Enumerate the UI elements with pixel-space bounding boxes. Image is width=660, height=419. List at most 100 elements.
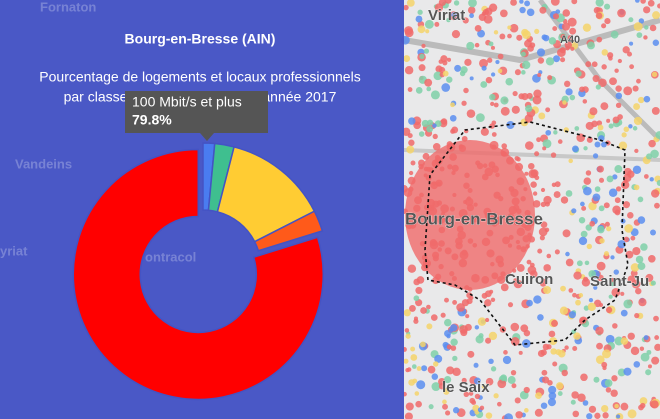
map-dot bbox=[408, 117, 416, 125]
map-dot bbox=[628, 17, 634, 23]
map-dot bbox=[633, 22, 643, 32]
map-dot bbox=[635, 287, 642, 295]
map-dot bbox=[557, 349, 566, 358]
map-dot bbox=[409, 304, 416, 312]
map-dot bbox=[623, 299, 633, 309]
map-dot bbox=[452, 299, 458, 305]
map-dot bbox=[466, 41, 475, 51]
map-dot bbox=[418, 131, 425, 137]
map-dot bbox=[582, 23, 592, 32]
map-dot bbox=[515, 411, 523, 419]
map-dot bbox=[415, 87, 423, 94]
map-label: Vandeins bbox=[15, 156, 72, 171]
map-dot bbox=[544, 227, 550, 233]
map-dot bbox=[514, 397, 521, 404]
map-dot bbox=[503, 350, 508, 355]
map-dot bbox=[634, 148, 639, 153]
map-dot bbox=[414, 391, 420, 396]
map-dot bbox=[586, 413, 593, 419]
map-dot bbox=[479, 58, 488, 68]
map-dot bbox=[491, 72, 496, 77]
map-dot bbox=[640, 402, 646, 409]
map-dot bbox=[614, 197, 621, 204]
map-dot bbox=[451, 126, 459, 134]
map-dot bbox=[534, 151, 540, 157]
map-dot bbox=[454, 64, 462, 72]
map-dot bbox=[521, 93, 529, 101]
map-dot bbox=[574, 126, 580, 131]
map-label: ontracol bbox=[145, 249, 196, 264]
map-dot bbox=[488, 358, 494, 365]
map-dot bbox=[548, 391, 557, 400]
map-dot bbox=[540, 221, 548, 229]
map-dot bbox=[442, 60, 448, 66]
map-dot bbox=[615, 102, 622, 109]
map-dot bbox=[564, 345, 569, 350]
map-dot bbox=[411, 364, 417, 369]
map-dot bbox=[431, 373, 439, 380]
map-dot bbox=[593, 376, 600, 383]
map-dot bbox=[529, 42, 536, 49]
map-dot bbox=[434, 21, 440, 27]
map-dot bbox=[478, 333, 484, 339]
map-dot bbox=[539, 280, 547, 287]
map-dot bbox=[468, 391, 474, 396]
map-dot bbox=[627, 409, 637, 419]
map-dot bbox=[430, 314, 438, 321]
map-dot bbox=[490, 45, 496, 50]
map-dot bbox=[576, 260, 583, 267]
map-dot bbox=[585, 170, 592, 176]
map-dot bbox=[444, 387, 450, 393]
tooltip: 100 Mbit/s et plus 79.8% bbox=[125, 91, 268, 141]
map-dot bbox=[617, 8, 626, 18]
map-dot bbox=[507, 25, 512, 30]
map-dot bbox=[406, 367, 412, 372]
map-dot bbox=[514, 69, 521, 76]
map-dot bbox=[518, 350, 523, 355]
map-dot bbox=[626, 51, 633, 57]
map-dot bbox=[605, 387, 612, 393]
map-dot bbox=[456, 303, 465, 312]
map-dot bbox=[540, 402, 548, 409]
map-dot bbox=[453, 0, 460, 6]
map-dot bbox=[594, 186, 601, 192]
map-dot bbox=[485, 337, 492, 344]
map-dot bbox=[583, 186, 592, 196]
map-dot bbox=[638, 18, 645, 24]
map-dot bbox=[585, 61, 592, 68]
map-dot bbox=[542, 343, 550, 351]
map-dot bbox=[628, 124, 633, 129]
map-dot bbox=[502, 355, 512, 365]
map-dot bbox=[596, 342, 603, 350]
map-dot bbox=[442, 399, 447, 405]
map-dot bbox=[478, 13, 487, 22]
map-dot bbox=[552, 13, 560, 20]
map-dot bbox=[500, 283, 509, 292]
map-dot bbox=[647, 0, 655, 7]
map-dot bbox=[583, 177, 592, 185]
map-dot bbox=[584, 260, 590, 266]
map-dot bbox=[596, 120, 603, 126]
map-dot bbox=[463, 391, 470, 398]
map-dot bbox=[622, 46, 630, 54]
map-dot bbox=[630, 235, 636, 241]
map-dot bbox=[608, 56, 613, 61]
map-dot bbox=[526, 92, 533, 99]
map-dot bbox=[627, 332, 635, 340]
map-dot bbox=[499, 33, 506, 40]
map-dot bbox=[530, 181, 537, 188]
map-dot bbox=[404, 65, 414, 75]
map-dot bbox=[444, 375, 452, 384]
map-dot bbox=[580, 230, 588, 238]
map-dot bbox=[578, 217, 586, 224]
map-dot bbox=[610, 255, 615, 260]
map bbox=[400, 0, 660, 419]
map-dot bbox=[636, 32, 643, 38]
map-dot bbox=[542, 139, 552, 149]
map-dot bbox=[441, 83, 451, 92]
map-dot bbox=[593, 285, 598, 290]
map-dot bbox=[598, 78, 607, 88]
map-dot bbox=[495, 59, 500, 65]
map-dot bbox=[532, 95, 542, 105]
map-dot bbox=[601, 64, 607, 70]
